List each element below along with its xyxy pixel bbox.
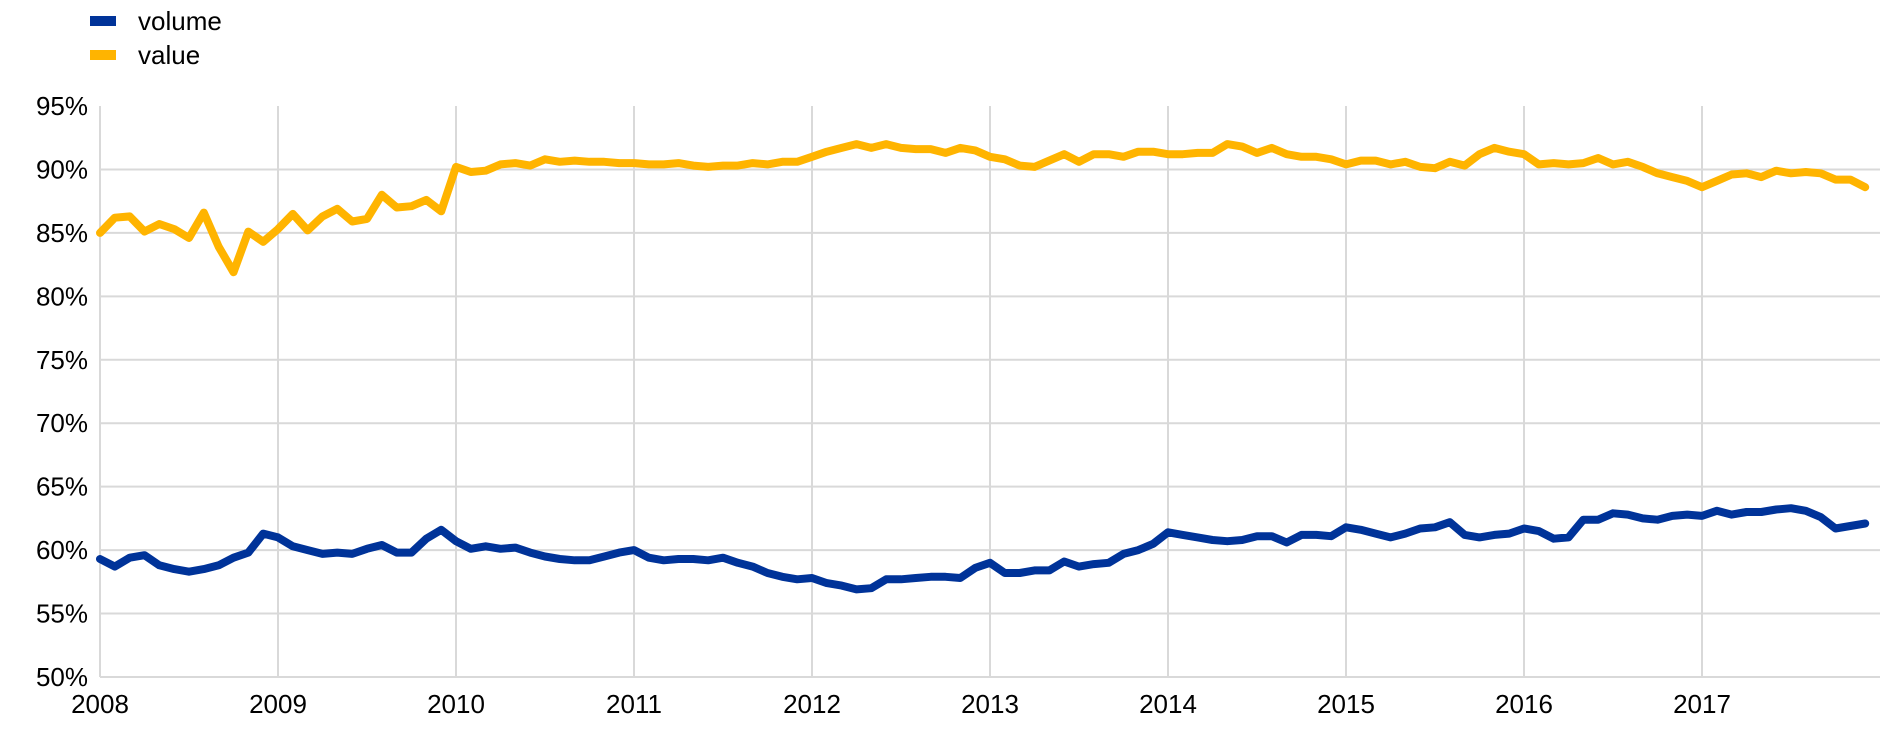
legend-label-volume: volume <box>138 5 222 36</box>
x-tick-label: 2009 <box>249 689 307 719</box>
series-line-volume <box>96 504 1870 594</box>
y-tick-label: 80% <box>36 281 88 311</box>
x-tick-label: 2008 <box>71 689 129 719</box>
x-tick-label: 2010 <box>427 689 485 719</box>
y-tick-label: 50% <box>36 662 88 692</box>
x-tick-label: 2013 <box>961 689 1019 719</box>
legend: volume value <box>90 4 222 72</box>
legend-swatch-value <box>90 50 116 60</box>
y-tick-label: 85% <box>36 218 88 248</box>
y-tick-label: 60% <box>36 535 88 565</box>
x-tick-label: 2017 <box>1673 689 1731 719</box>
legend-item-value: value <box>90 38 222 72</box>
x-tick-label: 2012 <box>783 689 841 719</box>
y-tick-label: 90% <box>36 154 88 184</box>
x-tick-label: 2011 <box>606 689 662 719</box>
y-tick-label: 95% <box>36 91 88 121</box>
legend-label-value: value <box>138 39 201 70</box>
y-tick-label: 75% <box>36 345 88 375</box>
y-tick-label: 70% <box>36 408 88 438</box>
x-tick-label: 2015 <box>1317 689 1375 719</box>
x-tick-label: 2016 <box>1495 689 1553 719</box>
series-line-value <box>96 140 1870 277</box>
x-tick-label: 2014 <box>1139 689 1197 719</box>
y-tick-label: 55% <box>36 599 88 629</box>
legend-swatch-volume <box>90 16 116 26</box>
y-tick-label: 65% <box>36 472 88 502</box>
legend-item-volume: volume <box>90 4 222 38</box>
